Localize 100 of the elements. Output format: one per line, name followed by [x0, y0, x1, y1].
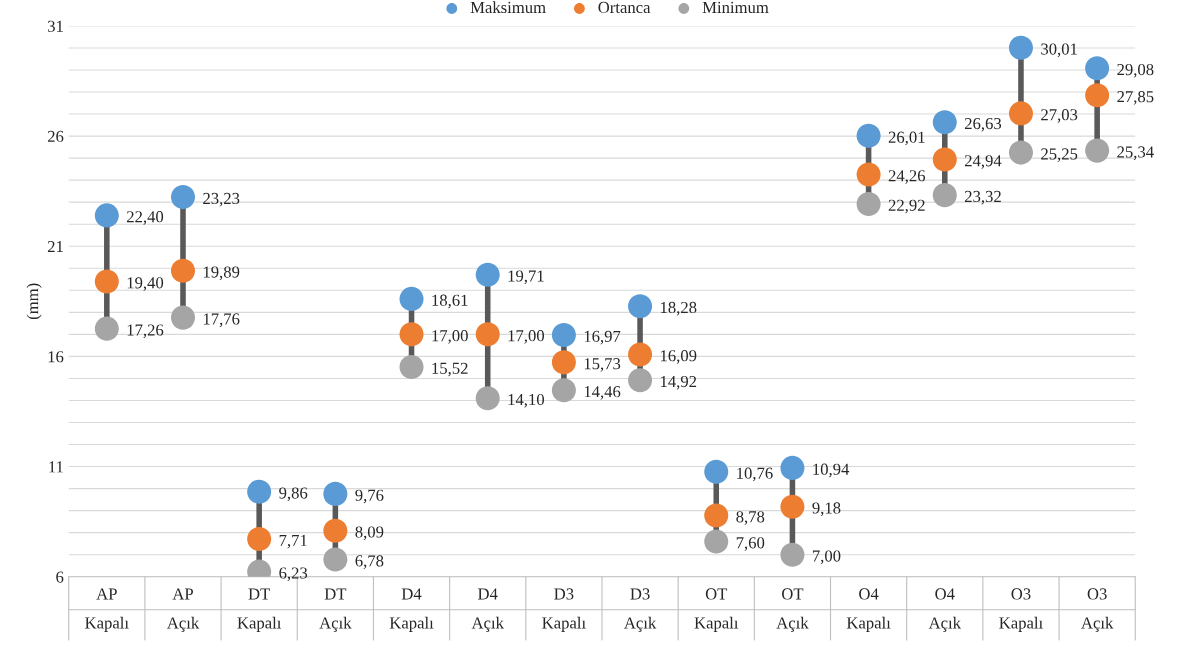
point — [399, 322, 424, 347]
data-label: 18,61 — [432, 294, 468, 309]
legend-label: Maksimum — [470, 1, 546, 14]
point — [323, 481, 348, 506]
data-label: 10,76 — [737, 467, 773, 482]
point — [932, 147, 957, 172]
point — [1008, 101, 1033, 126]
data-label: 27,85 — [1117, 91, 1154, 105]
point — [780, 455, 805, 480]
y-tick-label: 26 — [47, 130, 64, 143]
data-label: 14,46 — [584, 386, 621, 400]
point — [170, 258, 196, 283]
point — [94, 316, 119, 341]
data-label: 9,76 — [355, 489, 384, 504]
point — [475, 386, 500, 411]
y-tick-label: 16 — [48, 351, 64, 363]
data-label: 15,73 — [584, 358, 621, 372]
data-label: 6,23 — [279, 567, 308, 581]
data-label: 10,94 — [813, 463, 850, 478]
data-label: 24,94 — [964, 155, 1002, 169]
x-tick-label: DT Kapalı — [237, 588, 282, 632]
point — [628, 368, 653, 393]
data-label: 6,78 — [355, 555, 384, 569]
point — [704, 503, 729, 528]
point — [780, 494, 805, 519]
y-tick-label: 31 — [48, 20, 63, 32]
x-tick-label: D3 Kapalı — [542, 588, 586, 632]
data-label: 15,52 — [432, 362, 468, 377]
data-label: 25,34 — [1117, 146, 1154, 160]
point — [1085, 83, 1110, 108]
x-tick-label: AP Kapalı — [85, 588, 129, 632]
data-label: 18,28 — [660, 301, 697, 316]
x-tick-label: D4 Kapalı — [389, 588, 434, 632]
x-tick-label: OT Kapalı — [694, 588, 739, 632]
x-tick-label: OT Açık — [776, 588, 809, 632]
point — [170, 305, 196, 330]
x-tick-label: O3 Açık — [1081, 588, 1114, 632]
y-tick-label: 11 — [49, 461, 63, 473]
data-label: 8,78 — [736, 511, 765, 525]
data-label: 26,01 — [888, 131, 925, 146]
y-axis-title: (mm) — [26, 283, 42, 320]
x-tick-label: DT Açık — [319, 588, 352, 632]
data-label: 17,26 — [127, 324, 164, 338]
data-label: 19,40 — [127, 277, 164, 291]
data-label: 9,86 — [279, 487, 308, 502]
point — [856, 123, 881, 148]
data-label: 24,26 — [888, 170, 926, 184]
point — [780, 542, 805, 567]
point — [1085, 56, 1110, 81]
data-label: 7,00 — [812, 550, 841, 565]
point — [94, 203, 119, 228]
point — [94, 269, 119, 294]
point — [399, 354, 424, 379]
data-label: 27,03 — [1041, 109, 1078, 123]
x-tick-label: O4 Açık — [928, 588, 961, 632]
data-label: 19,89 — [203, 266, 240, 281]
data-label: 9,18 — [812, 502, 841, 517]
data-label: 16,97 — [584, 330, 621, 345]
legend-label: Minimum — [702, 1, 769, 14]
x-tick-label: D4 Açık — [471, 588, 504, 632]
y-tick-label: 6 — [56, 571, 64, 583]
x-tick-label: D3 Açık — [624, 588, 657, 632]
point — [704, 459, 729, 484]
point — [247, 527, 272, 552]
data-label: 22,40 — [127, 211, 164, 225]
data-label: 16,09 — [660, 350, 697, 364]
point — [704, 529, 729, 554]
data-label: 26,63 — [964, 117, 1002, 132]
point — [551, 378, 576, 403]
data-label: 17,00 — [508, 330, 545, 344]
point — [932, 183, 957, 208]
data-label: 23,23 — [203, 192, 240, 207]
point — [323, 518, 348, 543]
point — [475, 322, 500, 347]
point — [856, 162, 881, 187]
data-label: 17,76 — [203, 313, 240, 327]
point — [1008, 140, 1033, 165]
point — [1008, 35, 1033, 60]
point — [551, 350, 576, 375]
data-label: 29,08 — [1117, 63, 1154, 78]
data-label: 23,32 — [964, 190, 1001, 205]
point — [628, 294, 653, 319]
data-label: 7,71 — [279, 534, 307, 549]
data-label: 19,71 — [508, 270, 544, 285]
y-tick-label: 21 — [47, 240, 63, 253]
point — [628, 342, 653, 367]
x-tick-label: O3 Kapalı — [999, 588, 1043, 632]
data-label: 8,09 — [355, 526, 384, 541]
point — [247, 479, 272, 504]
data-label: 14,10 — [508, 393, 545, 408]
data-label: 30,01 — [1041, 43, 1077, 58]
x-tick-label: O4 Kapalı — [846, 588, 891, 632]
point — [399, 286, 424, 311]
x-tick-label: AP Açık — [166, 588, 200, 632]
point — [856, 191, 881, 216]
point — [170, 185, 196, 210]
data-label: 7,60 — [736, 537, 765, 551]
data-label: 14,92 — [660, 375, 697, 390]
point — [323, 547, 348, 572]
point — [1085, 138, 1110, 163]
